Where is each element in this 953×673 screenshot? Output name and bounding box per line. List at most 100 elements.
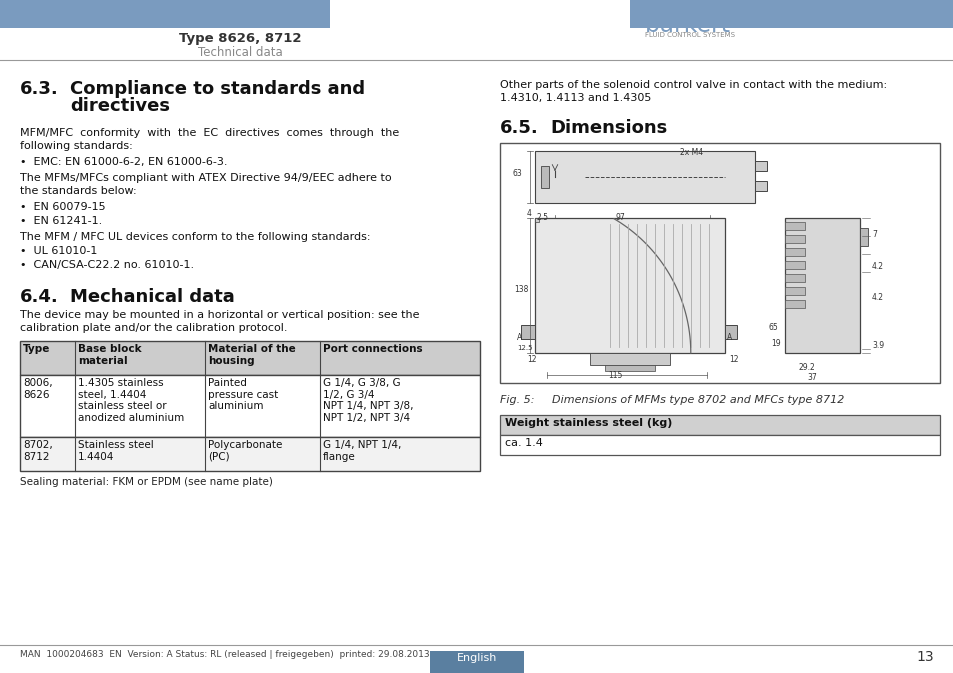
Text: Stainless steel
1.4404: Stainless steel 1.4404 <box>78 440 153 462</box>
Text: Weight stainless steel (kg): Weight stainless steel (kg) <box>504 418 672 428</box>
Bar <box>688 8 739 11</box>
Bar <box>784 300 804 308</box>
Text: •  CAN/CSA-C22.2 no. 61010-1.: • CAN/CSA-C22.2 no. 61010-1. <box>20 260 193 270</box>
Bar <box>784 248 804 256</box>
Bar <box>784 261 804 269</box>
Text: bürkert: bürkert <box>644 13 730 37</box>
Text: 12.5: 12.5 <box>517 345 532 351</box>
Text: ca. 1.4: ca. 1.4 <box>504 438 542 448</box>
Text: 4.2: 4.2 <box>871 293 883 302</box>
Text: 6.4.: 6.4. <box>20 288 59 306</box>
Text: 2.5: 2.5 <box>537 213 548 222</box>
Text: 8006,
8626: 8006, 8626 <box>23 378 52 400</box>
Text: 3.9: 3.9 <box>871 341 883 350</box>
Bar <box>644 8 675 11</box>
Bar <box>724 325 737 339</box>
Text: Fig. 5:: Fig. 5: <box>499 395 534 405</box>
Text: 65: 65 <box>768 323 778 332</box>
Text: A: A <box>517 333 521 342</box>
Text: Dimensions: Dimensions <box>550 119 666 137</box>
Circle shape <box>807 268 851 312</box>
Text: •  UL 61010-1: • UL 61010-1 <box>20 246 97 256</box>
Text: 37: 37 <box>806 373 816 382</box>
Text: The MFMs/MFCs compliant with ATEX Directive 94/9/EEC adhere to: The MFMs/MFCs compliant with ATEX Direct… <box>20 173 392 183</box>
Text: 4.2: 4.2 <box>871 262 883 271</box>
Bar <box>589 353 669 365</box>
Bar <box>535 218 538 222</box>
Text: 6.3.: 6.3. <box>20 80 59 98</box>
Text: 97: 97 <box>615 213 624 222</box>
Text: calibration plate and/or the calibration protocol.: calibration plate and/or the calibration… <box>20 323 287 333</box>
Text: 1.4305 stainless
steel, 1.4404
stainless steel or
anodized aluminium: 1.4305 stainless steel, 1.4404 stainless… <box>78 378 184 423</box>
Bar <box>535 151 754 203</box>
Text: Base block
material: Base block material <box>78 344 141 365</box>
Text: Material of the
housing: Material of the housing <box>208 344 295 365</box>
Text: the standards below:: the standards below: <box>20 186 136 196</box>
Text: following standards:: following standards: <box>20 141 132 151</box>
Bar <box>499 435 939 455</box>
Text: 12: 12 <box>526 355 536 364</box>
Text: Technical data: Technical data <box>197 46 282 59</box>
Circle shape <box>820 280 840 300</box>
Text: 4: 4 <box>526 209 532 218</box>
Text: Painted
pressure cast
aluminium: Painted pressure cast aluminium <box>208 378 278 411</box>
Text: Mechanical data: Mechanical data <box>70 288 234 306</box>
Bar <box>520 325 535 339</box>
Circle shape <box>822 327 830 335</box>
Text: 13: 13 <box>916 650 933 664</box>
Text: Type 8626, 8712: Type 8626, 8712 <box>178 32 301 45</box>
Bar <box>784 218 859 353</box>
Bar <box>430 651 523 673</box>
Bar <box>604 365 655 371</box>
Text: Port connections: Port connections <box>323 344 422 354</box>
Bar <box>20 375 479 437</box>
Text: •  EN 61241-1.: • EN 61241-1. <box>20 216 102 226</box>
Bar <box>784 235 804 243</box>
Text: FLUID CONTROL SYSTEMS: FLUID CONTROL SYSTEMS <box>644 32 734 38</box>
Text: The device may be mounted in a horizontal or vertical position: see the: The device may be mounted in a horizonta… <box>20 310 419 320</box>
Text: Type: Type <box>23 344 51 354</box>
Text: 1.4310, 1.4113 and 1.4305: 1.4310, 1.4113 and 1.4305 <box>499 93 651 103</box>
Bar <box>859 228 867 246</box>
Text: 2x M4: 2x M4 <box>679 148 702 157</box>
Text: English: English <box>456 653 497 663</box>
Text: •  EMC: EN 61000-6-2, EN 61000-6-3.: • EMC: EN 61000-6-2, EN 61000-6-3. <box>20 157 227 167</box>
Bar <box>629 0 953 28</box>
Text: MAN  1000204683  EN  Version: A Status: RL (released | freigegeben)  printed: 29: MAN 1000204683 EN Version: A Status: RL … <box>20 650 429 659</box>
Bar <box>754 181 766 191</box>
Text: Polycarbonate
(PC): Polycarbonate (PC) <box>208 440 282 462</box>
Text: 138: 138 <box>514 285 528 294</box>
Circle shape <box>826 287 832 293</box>
Text: •  EN 60079-15: • EN 60079-15 <box>20 202 106 212</box>
Text: The MFM / MFC UL devices conform to the following standards:: The MFM / MFC UL devices conform to the … <box>20 232 370 242</box>
Bar <box>784 222 804 230</box>
Text: 29.2: 29.2 <box>799 363 815 372</box>
Circle shape <box>523 328 532 336</box>
Bar <box>20 341 479 375</box>
Bar <box>0 0 330 28</box>
Text: Other parts of the solenoid control valve in contact with the medium:: Other parts of the solenoid control valv… <box>499 80 886 90</box>
Bar <box>679 8 685 11</box>
Circle shape <box>816 321 836 341</box>
Bar <box>499 143 939 383</box>
Text: 6.5.: 6.5. <box>499 119 538 137</box>
Text: Dimensions of MFMs type 8702 and MFCs type 8712: Dimensions of MFMs type 8702 and MFCs ty… <box>552 395 843 405</box>
Text: directives: directives <box>70 97 170 115</box>
Text: 7: 7 <box>871 230 876 239</box>
Bar <box>499 415 939 435</box>
Text: Compliance to standards and: Compliance to standards and <box>70 80 365 98</box>
Text: G 1/4, NPT 1/4,
flange: G 1/4, NPT 1/4, flange <box>323 440 401 462</box>
Bar <box>754 161 766 171</box>
Bar <box>784 287 804 295</box>
Text: 115: 115 <box>607 371 621 380</box>
Bar <box>540 166 548 188</box>
Text: Sealing material: FKM or EPDM (see name plate): Sealing material: FKM or EPDM (see name … <box>20 477 273 487</box>
Bar <box>784 274 804 282</box>
Text: MFM/MFC  conformity  with  the  EC  directives  comes  through  the: MFM/MFC conformity with the EC directive… <box>20 128 399 138</box>
Bar <box>535 218 724 353</box>
Text: G 1/4, G 3/8, G
1/2, G 3/4
NPT 1/4, NPT 3/8,
NPT 1/2, NPT 3/4: G 1/4, G 3/8, G 1/2, G 3/4 NPT 1/4, NPT … <box>323 378 413 423</box>
Text: 19: 19 <box>770 339 780 348</box>
Text: 8702,
8712: 8702, 8712 <box>23 440 52 462</box>
Bar <box>20 437 479 471</box>
Text: A: A <box>726 333 732 342</box>
